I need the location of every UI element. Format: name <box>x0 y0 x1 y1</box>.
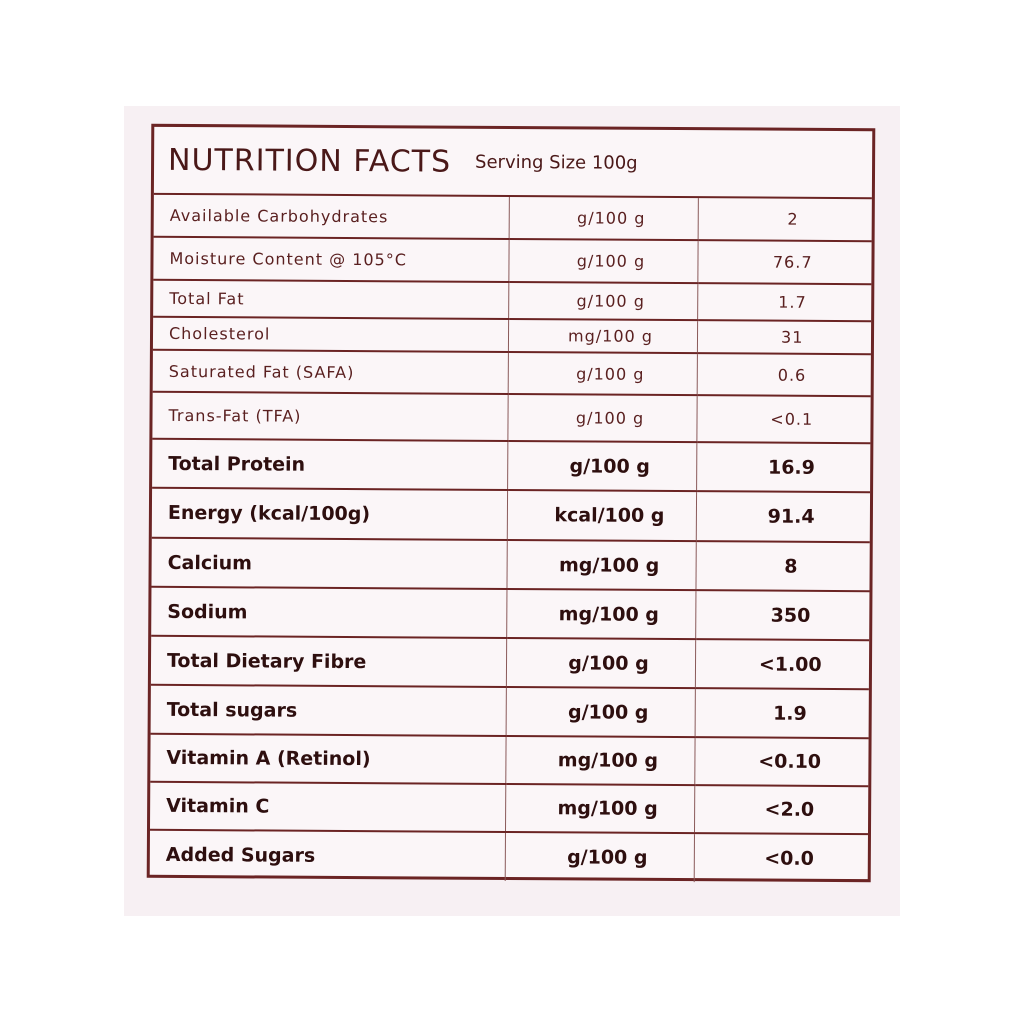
nutrient-unit: mg/100 g <box>506 539 696 591</box>
table-row: Available Carbohydrates g/100 g 2 <box>153 194 872 242</box>
label-title: NUTRITION FACTS <box>167 142 452 180</box>
table-row: Total Protein g/100 g 16.9 <box>152 438 871 493</box>
nutrient-value: 1.9 <box>694 688 869 739</box>
nutrient-name: Moisture Content @ 105°C <box>153 236 509 282</box>
nutrient-unit: g/100 g <box>505 637 696 689</box>
nutrient-value: 2 <box>697 198 872 242</box>
nutrient-value: <1.00 <box>694 639 870 690</box>
nutrient-value: 1.7 <box>697 283 872 322</box>
nutrient-name: Vitamin A (Retinol) <box>150 733 506 784</box>
table-row: Vitamin C mg/100 g <2.0 <box>149 781 869 835</box>
table-row: Total sugars g/100 g 1.9 <box>150 684 869 739</box>
table-row: Moisture Content @ 105°C g/100 g 76.7 <box>153 236 872 285</box>
nutrient-unit: g/100 g <box>504 831 694 883</box>
nutrient-name: Sodium <box>151 586 507 638</box>
nutrient-unit: mg/100 g <box>507 318 698 354</box>
nutrient-name: Energy (kcal/100g) <box>151 487 508 540</box>
table-row: Energy (kcal/100g) kcal/100 g 91.4 <box>151 487 871 543</box>
nutrient-name: Calcium <box>151 537 507 589</box>
label-header: NUTRITION FACTS Serving Size 100g <box>153 126 873 200</box>
nutrient-unit: mg/100 g <box>506 588 696 640</box>
nutrient-value: <0.0 <box>764 847 814 870</box>
nutrient-unit: g/100 g <box>505 686 695 738</box>
nutrient-name: Added Sugars <box>149 829 505 881</box>
nutrient-unit: g/100 g <box>507 351 697 396</box>
nutrient-value: 91.4 <box>695 491 871 543</box>
table-row: Added Sugars g/100 g <0.0 <box>149 829 868 883</box>
nutrient-unit: mg/100 g <box>505 735 695 786</box>
nutrient-unit: g/100 g <box>508 281 698 321</box>
nutrient-unit: kcal/100 g <box>506 489 697 542</box>
nutrient-value: <0.1 <box>696 395 871 444</box>
nutrient-unit: g/100 g <box>507 440 697 492</box>
nutrition-table: Available Carbohydrates g/100 g 2 Moistu… <box>149 194 872 883</box>
nutrient-unit: mg/100 g <box>504 783 695 834</box>
nutrient-name: Total Protein <box>152 438 508 490</box>
nutrient-value: 76.7 <box>697 240 872 285</box>
nutrient-name: Cholesterol <box>152 316 509 352</box>
nutrient-unit: g/100 g <box>507 393 697 443</box>
nutrient-value: 31 <box>696 320 872 355</box>
nutrient-value: <0.10 <box>694 737 869 787</box>
nutrient-name: Available Carbohydrates <box>153 194 509 239</box>
table-row: Total Fat g/100 g 1.7 <box>153 279 872 322</box>
table-row: Total Dietary Fibre g/100 g <1.00 <box>150 635 870 690</box>
nutrient-value: 0.6 <box>696 353 871 397</box>
table-row: Calcium mg/100 g 8 <box>151 537 870 592</box>
serving-size: Serving Size 100g <box>475 151 638 174</box>
nutrient-value: 16.9 <box>696 442 871 493</box>
nutrient-name: Total Dietary Fibre <box>150 635 507 687</box>
table-row: Cholesterol mg/100 g 31 <box>152 316 872 355</box>
nutrient-name: Trans-Fat (TFA) <box>152 391 508 441</box>
nutrient-name: Vitamin C <box>149 781 506 832</box>
table-row: Saturated Fat (SAFA) g/100 g 0.6 <box>152 349 871 397</box>
nutrient-value: 350 <box>695 590 870 641</box>
nutrient-name: Saturated Fat (SAFA) <box>152 349 508 394</box>
nutrient-value: 8 <box>695 541 870 592</box>
table-row: Trans-Fat (TFA) g/100 g <0.1 <box>152 391 871 444</box>
nutrient-unit: g/100 g <box>508 196 698 241</box>
nutrient-name: Total sugars <box>150 684 506 736</box>
nutrient-unit: g/100 g <box>508 238 698 284</box>
table-row: Vitamin A (Retinol) mg/100 g <0.10 <box>150 733 869 787</box>
table-row: Sodium mg/100 g 350 <box>151 586 870 641</box>
nutrition-facts-label: NUTRITION FACTS Serving Size 100g Availa… <box>146 123 876 883</box>
nutrient-name: Total Fat <box>153 279 509 319</box>
nutrient-value: <2.0 <box>693 785 869 835</box>
